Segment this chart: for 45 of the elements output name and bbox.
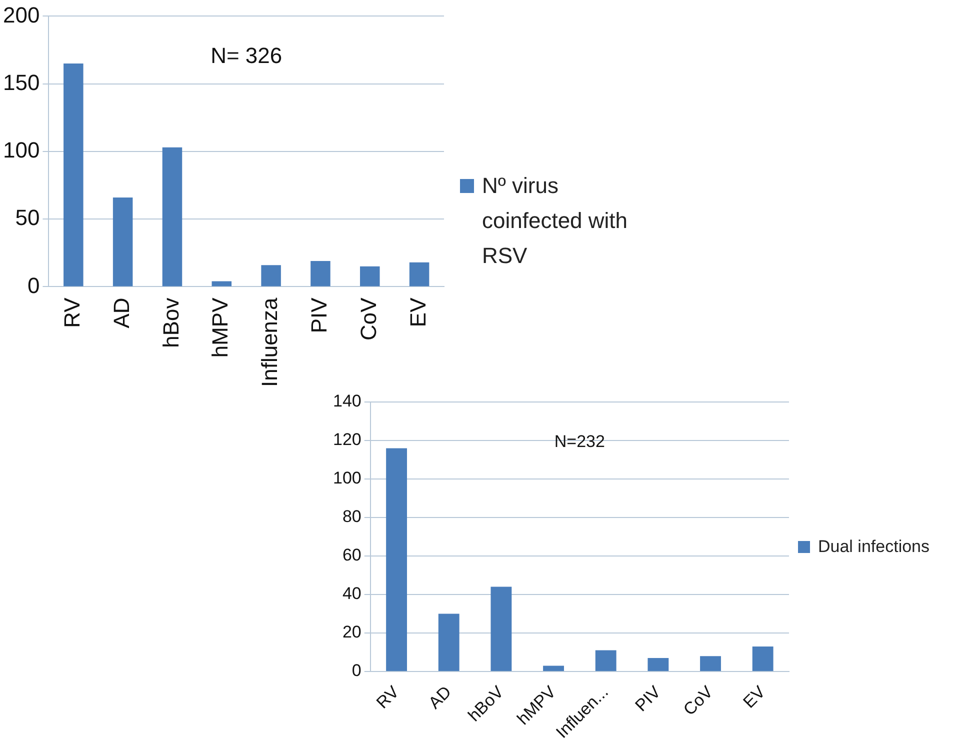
x-tick-label: hBov — [158, 298, 184, 348]
bar — [212, 281, 232, 286]
y-tick-label: 100 — [2, 138, 40, 163]
bar — [543, 666, 564, 671]
bar — [438, 614, 460, 671]
annotation: N= 326 — [210, 42, 282, 68]
x-tick-label: AD — [108, 298, 134, 328]
bar — [409, 262, 430, 286]
x-tick-label: RV — [372, 682, 404, 712]
y-tick-label: 120 — [332, 430, 362, 450]
bar — [261, 265, 281, 286]
x-tick-label: EV — [740, 682, 770, 712]
bar — [595, 650, 616, 671]
y-tick-label: 50 — [15, 205, 40, 230]
legend-label: Dual infections — [818, 536, 930, 558]
y-tick-label: 40 — [342, 584, 362, 604]
bar — [648, 658, 669, 671]
x-tick-label: Influenza — [257, 296, 282, 388]
bar — [490, 586, 512, 671]
y-tick-label: 100 — [332, 468, 362, 488]
x-tick-label: CoV — [356, 297, 381, 341]
bar — [386, 448, 407, 671]
annotation: N=232 — [554, 432, 605, 452]
bar — [310, 261, 330, 286]
x-tick-label: EV — [405, 297, 430, 328]
bar — [162, 147, 182, 286]
y-tick-label: 60 — [342, 546, 362, 565]
bar — [64, 64, 84, 286]
y-tick-label: 140 — [332, 392, 362, 411]
x-tick-label: RV — [59, 297, 84, 328]
bar — [700, 656, 721, 671]
y-tick-label: 200 — [2, 2, 40, 28]
legend-label: Nº virus coinfected with RSV — [482, 172, 629, 270]
bar — [752, 646, 774, 671]
y-tick-label: 0 — [27, 272, 40, 298]
y-tick-label: 150 — [2, 70, 40, 95]
bar — [360, 266, 380, 286]
y-tick-label: 0 — [352, 661, 362, 680]
x-tick-label: hMPV — [208, 297, 233, 358]
x-tick-label: AD — [424, 682, 455, 713]
x-tick-label: PIV — [632, 682, 665, 716]
y-tick-label: 20 — [342, 622, 362, 642]
bar — [112, 197, 133, 286]
y-tick-label: 80 — [342, 507, 362, 526]
x-tick-label: PIV — [306, 297, 332, 334]
